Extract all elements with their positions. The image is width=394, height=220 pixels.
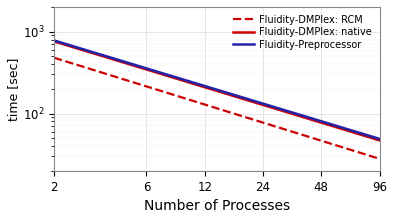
Fluidity-DMPlex: native: (2.34, 680): native: (2.34, 680): [65, 44, 69, 47]
Fluidity-DMPlex: native: (69, 59.6): native: (69, 59.6): [349, 131, 354, 133]
Fluidity-DMPlex: RCM: (4.11, 283): RCM: (4.11, 283): [112, 75, 117, 78]
Fluidity-DMPlex: RCM: (69, 35.7): RCM: (69, 35.7): [349, 149, 354, 152]
Y-axis label: time [sec]: time [sec]: [7, 57, 20, 121]
Fluidity-Preprocessor: [138, 65, 143, 68]
Fluidity-DMPlex: native: (2.53, 643): native: (2.53, 643): [71, 46, 76, 49]
Fluidity-Preprocessor: [52, 39, 56, 42]
Fluidity-DMPlex: RCM: (2.34, 428): RCM: (2.34, 428): [65, 61, 69, 63]
Fluidity-DMPlex: RCM: (96, 28): RCM: (96, 28): [377, 158, 382, 160]
Fluidity-DMPlex: RCM: (5.61, 225): RCM: (5.61, 225): [138, 83, 143, 86]
Fluidity-Preprocessor: [349, 129, 354, 132]
Line: Fluidity-Preprocessor: Fluidity-Preprocessor: [54, 40, 379, 139]
Fluidity-Preprocessor: [377, 138, 382, 140]
Fluidity-DMPlex: native: (4.11, 453): native: (4.11, 453): [112, 59, 117, 61]
Fluidity-DMPlex: native: (79, 54.1): native: (79, 54.1): [361, 134, 366, 137]
Legend: Fluidity-DMPlex: RCM, Fluidity-DMPlex: native, Fluidity-Preprocessor: Fluidity-DMPlex: RCM, Fluidity-DMPlex: n…: [230, 12, 375, 53]
Line: Fluidity-DMPlex: RCM: Fluidity-DMPlex: RCM: [54, 58, 379, 159]
Fluidity-DMPlex: native: (5.61, 362): native: (5.61, 362): [138, 66, 143, 69]
Fluidity-DMPlex: RCM: (2.53, 404): RCM: (2.53, 404): [71, 62, 76, 65]
Fluidity-DMPlex: native: (96, 47): native: (96, 47): [377, 139, 382, 142]
Fluidity-DMPlex: RCM: (79, 32.3): RCM: (79, 32.3): [361, 152, 366, 155]
X-axis label: Number of Processes: Number of Processes: [144, 199, 290, 213]
Fluidity-DMPlex: native: (2, 760): native: (2, 760): [52, 40, 56, 43]
Fluidity-DMPlex: RCM: (2, 480): RCM: (2, 480): [52, 56, 56, 59]
Fluidity-Preprocessor: [361, 133, 366, 135]
Fluidity-Preprocessor: [112, 57, 117, 60]
Line: Fluidity-DMPlex: native: Fluidity-DMPlex: native: [54, 41, 379, 140]
Fluidity-Preprocessor: [71, 45, 76, 48]
Fluidity-Preprocessor: [65, 43, 69, 46]
